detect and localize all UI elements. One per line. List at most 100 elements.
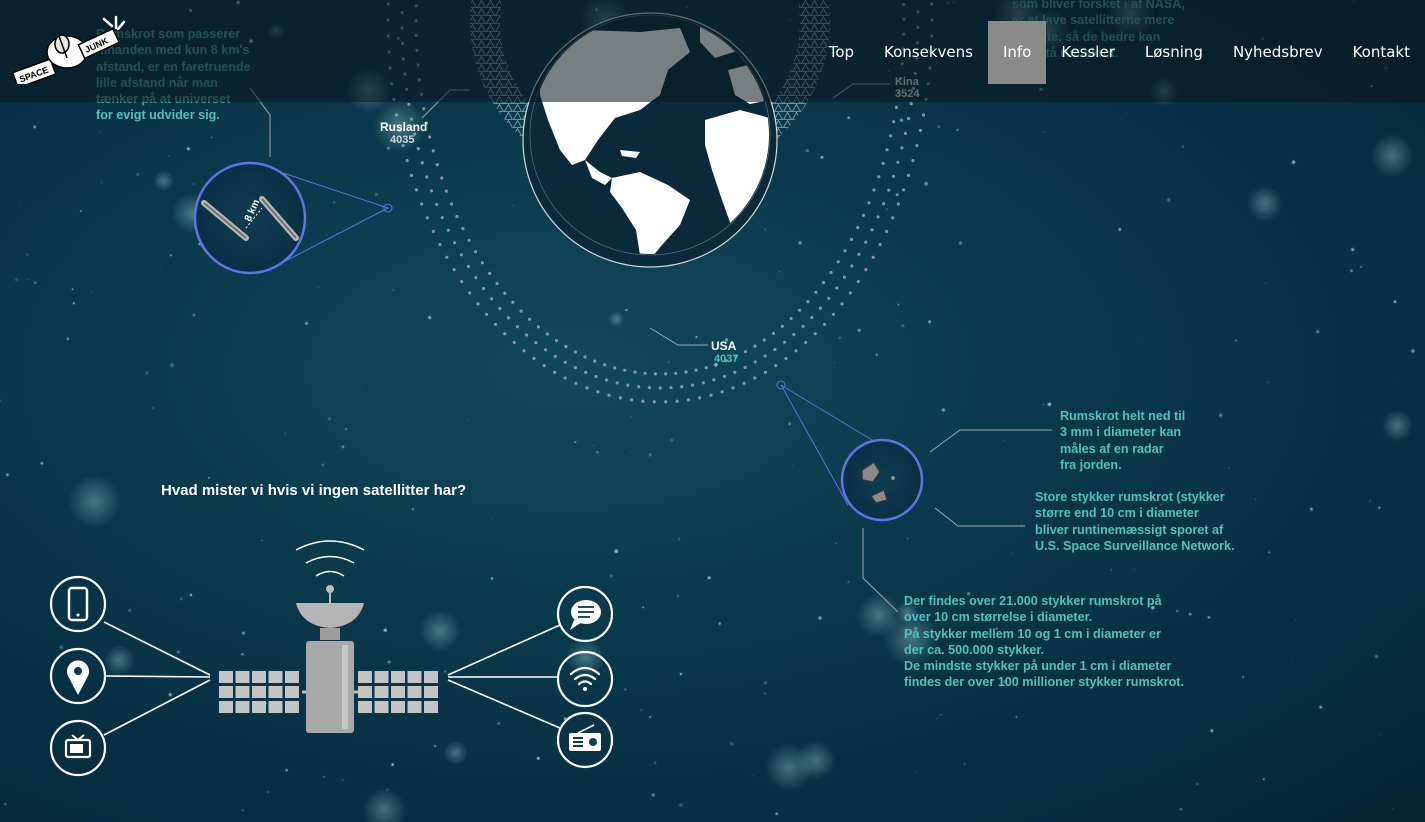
orbit-dot: [753, 360, 757, 364]
note-line: over 10 cm størrelse i diameter.: [904, 610, 1093, 625]
solar-cell: [424, 701, 438, 713]
solar-cell: [235, 671, 250, 683]
nav-item-konsekvens[interactable]: Konsekvens: [884, 43, 973, 61]
orbit-dot: [680, 385, 684, 389]
orbit-dot: [849, 237, 854, 241]
orbit-dot: [694, 368, 698, 372]
orbit-dot: [872, 188, 876, 192]
orbit-dot: [822, 322, 827, 326]
orbit-dot: [449, 202, 454, 206]
solar-cell: [358, 686, 372, 698]
orbit-dot: [763, 370, 768, 374]
orbit-dot: [594, 374, 598, 379]
orbit-dot: [813, 332, 817, 336]
orbit-dot: [626, 383, 630, 387]
orbit-dot: [410, 117, 414, 121]
orbit-dot: [784, 356, 788, 361]
orbit-dot: [780, 324, 785, 328]
note-line: De mindste stykker på under 1 cm i diame…: [904, 659, 1172, 674]
note-line: På stykker mellem 10 og 1 cm i diameter …: [904, 626, 1161, 641]
note-line: måles af en radar: [1060, 441, 1164, 456]
radar-measurement-note: Rumskrot helt ned til 3 mm i diameter ka…: [1060, 408, 1260, 473]
solar-cell: [252, 671, 266, 683]
orbit-dot: [794, 349, 798, 353]
orbit-dot: [801, 324, 805, 328]
orbit-dot: [731, 386, 735, 390]
orbit-dot: [515, 325, 520, 329]
orbit-dot: [413, 132, 417, 136]
orbit-dot: [774, 364, 778, 368]
nav-item-top[interactable]: Top: [828, 43, 855, 61]
orbit-dot: [753, 344, 757, 348]
orbit-dot: [840, 302, 844, 306]
orbit-dot: [431, 149, 435, 153]
orbit-dot: [686, 398, 691, 402]
orbit-dot: [607, 393, 611, 397]
space-junk-logo[interactable]: SPACE JUNK: [4, 14, 134, 84]
orbit-dot: [420, 202, 424, 206]
orbit-dot: [722, 374, 727, 378]
orbit-dot: [446, 228, 450, 232]
orbit-dot: [856, 279, 860, 284]
orbit-dot: [864, 268, 868, 272]
orbit-dot: [618, 396, 622, 400]
orbit-dot: [563, 360, 567, 364]
note-line: 3 mm i diameter kan: [1060, 425, 1182, 440]
orbit-dot: [698, 396, 702, 400]
orbit-dot: [435, 163, 439, 167]
orbit-dot: [398, 128, 402, 132]
nav-item-nyhedsbrev[interactable]: Nyhedsbrev: [1232, 43, 1323, 61]
orbit-dot: [647, 386, 652, 390]
orbit-dot: [435, 202, 439, 206]
orbit-dot: [674, 371, 678, 375]
orbit-dot: [918, 128, 923, 132]
solar-cell: [235, 686, 250, 698]
solar-cell: [219, 671, 233, 683]
orbit-dot: [641, 399, 645, 403]
orbit-dot: [563, 376, 567, 380]
orbit-dot: [896, 202, 901, 206]
orbit-dot: [743, 350, 748, 354]
orbit-dot: [894, 105, 899, 109]
orbit-dot: [810, 315, 814, 320]
orbit-dot: [720, 390, 724, 394]
country-name: USA: [711, 339, 737, 353]
orbit-dot: [864, 240, 868, 244]
orbit-dot: [691, 383, 695, 387]
orbit-dot: [425, 216, 429, 220]
solar-cell: [252, 686, 266, 698]
nav-item-info[interactable]: Info: [987, 21, 1047, 84]
orbit-dot: [743, 365, 747, 369]
nav-item-kontakt[interactable]: Kontakt: [1352, 43, 1410, 61]
orbit-dot: [480, 261, 484, 265]
orbit-dot: [482, 286, 486, 291]
orbit-dot: [891, 174, 896, 178]
orbit-dot: [425, 175, 429, 179]
orbit-dot: [684, 370, 688, 374]
note-line: Rumskrot helt ned til: [1060, 409, 1186, 423]
orbit-dot: [877, 175, 881, 179]
note-line: U.S. Space Surveillance Network.: [1035, 538, 1235, 553]
orbit-dot: [782, 340, 787, 344]
orbit-dot: [420, 161, 424, 165]
orbit-dot: [818, 306, 823, 310]
orbit-dot: [543, 348, 548, 352]
orbit-dot: [762, 338, 766, 342]
solar-cell: [268, 671, 283, 683]
note-line: større end 10 cm i diameter: [1035, 506, 1199, 521]
orbit-dot: [892, 120, 896, 124]
orbit-dot: [881, 161, 885, 165]
solar-cell: [268, 686, 283, 698]
orbit-dot: [534, 341, 538, 345]
orbit-dot: [900, 146, 904, 150]
orbit-dot: [882, 202, 886, 206]
orbit-dot: [525, 333, 529, 337]
orbit-dot: [503, 291, 507, 295]
orbit-dot: [519, 309, 523, 313]
nav-item-losning[interactable]: Løsning: [1144, 43, 1203, 61]
nav-item-kessler[interactable]: Kessler: [1061, 43, 1115, 61]
orbit-dot: [903, 131, 908, 135]
orbit-dot: [485, 312, 489, 316]
solar-cell: [252, 701, 266, 713]
